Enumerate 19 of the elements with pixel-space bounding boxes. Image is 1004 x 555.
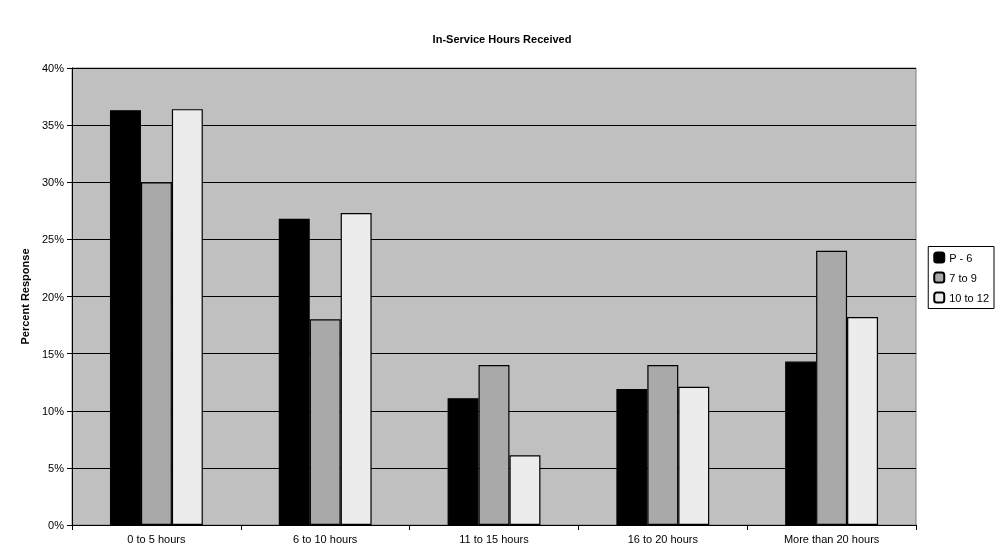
x-tick-label: 16 to 20 hours: [627, 532, 699, 545]
y-tick-label: 10%: [41, 404, 65, 417]
x-tick-label: 11 to 15 hours: [459, 532, 530, 545]
y-axis-title: Percent Response: [18, 248, 31, 345]
y-tick-label: 40%: [41, 62, 65, 74]
y-tick-label: 35%: [41, 119, 65, 132]
legend-label: 7 to 9: [949, 271, 977, 284]
chart-title: In-Service Hours Received: [432, 32, 572, 45]
legend-label: P - 6: [949, 251, 973, 264]
y-tick-label: 30%: [41, 176, 65, 189]
y-tick-label: 5%: [48, 461, 65, 474]
y-tick-label: 25%: [41, 233, 65, 246]
x-tick-label: More than 20 hours: [783, 532, 880, 545]
y-tick-label: 0%: [48, 519, 65, 531]
x-tick-label: 6 to 10 hours: [293, 532, 358, 545]
x-tick-label: 0 to 5 hours: [127, 532, 186, 545]
legend-label: 10 to 12: [949, 291, 990, 304]
y-tick-label: 15%: [41, 347, 65, 360]
y-tick-label: 20%: [41, 290, 65, 303]
